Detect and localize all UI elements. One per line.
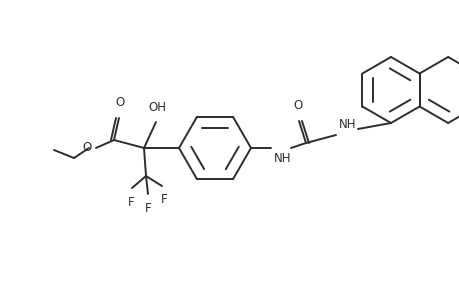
Text: NH: NH: [339, 118, 356, 131]
Text: NH: NH: [274, 152, 291, 165]
Text: O: O: [83, 140, 92, 154]
Text: F: F: [128, 196, 134, 209]
Text: OH: OH: [148, 101, 166, 114]
Text: F: F: [160, 193, 167, 206]
Text: O: O: [293, 99, 302, 112]
Text: O: O: [115, 96, 124, 109]
Text: F: F: [145, 202, 151, 215]
